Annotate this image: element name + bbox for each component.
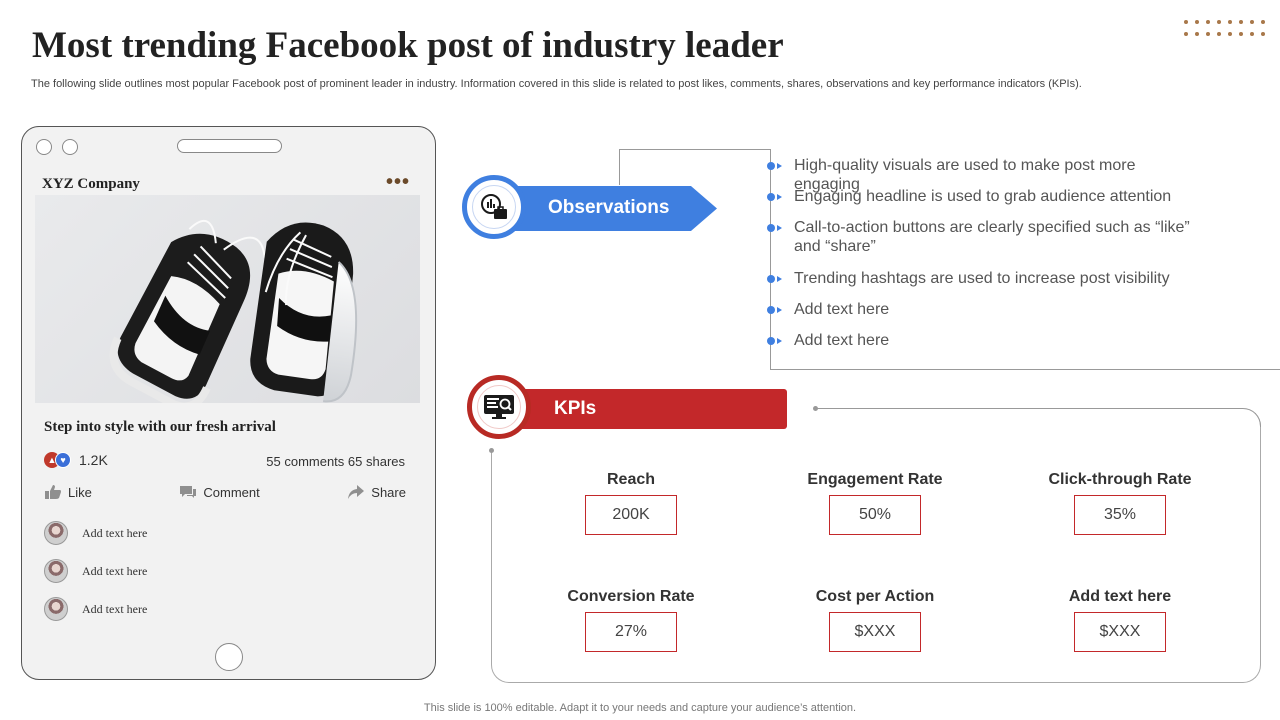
comment-text: Add text here bbox=[82, 601, 148, 616]
kpi-custom: Add text here $XXX bbox=[1020, 588, 1220, 652]
kpi-label: Reach bbox=[606, 471, 656, 488]
observations-title: Observations bbox=[548, 197, 670, 218]
connector-line bbox=[770, 149, 771, 370]
observation-item: Engaging headline is used to grab audien… bbox=[766, 187, 1196, 218]
monitor-search-icon bbox=[484, 395, 514, 419]
like-label: Like bbox=[68, 484, 92, 500]
kpi-value: 27% bbox=[585, 612, 677, 652]
comment-text: Add text here bbox=[82, 563, 148, 578]
kpi-label: Click-through Rate bbox=[1048, 471, 1192, 488]
kpi-click-through-rate: Click-through Rate 35% bbox=[1020, 471, 1220, 535]
home-button[interactable] bbox=[215, 643, 243, 671]
observations-badge bbox=[462, 175, 526, 239]
connector-line bbox=[815, 408, 1243, 409]
footer-note: This slide is 100% editable. Adapt it to… bbox=[423, 702, 857, 714]
comment-label: Comment bbox=[203, 484, 260, 500]
connector-line bbox=[619, 149, 771, 150]
reactions[interactable]: ▲ ♥ 1.2K bbox=[44, 452, 108, 468]
kpi-label: Add text here bbox=[1068, 588, 1172, 605]
observation-item: High-quality visuals are used to make po… bbox=[766, 156, 1196, 193]
connector-dot bbox=[813, 406, 818, 411]
more-dots-icon[interactable]: ••• bbox=[386, 171, 411, 193]
decorative-dots bbox=[1184, 20, 1268, 44]
reaction-count: 1.2K bbox=[79, 452, 108, 468]
kpi-conversion-rate: Conversion Rate 27% bbox=[531, 588, 731, 652]
like-icon bbox=[45, 485, 61, 499]
kpi-label: Engagement Rate bbox=[807, 471, 943, 488]
share-label: Share bbox=[371, 484, 406, 500]
comment-item[interactable]: Add text here bbox=[44, 559, 147, 583]
comment-item[interactable]: Add text here bbox=[44, 521, 147, 545]
kpi-cost-per-action: Cost per Action $XXX bbox=[775, 588, 975, 652]
observation-item: Trending hashtags are used to increase p… bbox=[766, 269, 1196, 300]
comment-icon bbox=[180, 486, 197, 498]
post-stats[interactable]: 55 comments 65 shares bbox=[266, 454, 405, 469]
post-caption: Step into style with our fresh arrival bbox=[44, 419, 276, 435]
kpis-title: KPIs bbox=[554, 398, 597, 419]
share-button[interactable]: Share bbox=[347, 484, 406, 500]
comment-item[interactable]: Add text here bbox=[44, 597, 147, 621]
kpi-value: $XXX bbox=[1074, 612, 1166, 652]
kpi-engagement-rate: Engagement Rate 50% bbox=[775, 471, 975, 535]
connector-line bbox=[619, 149, 620, 185]
post-actions: Like Comment Share bbox=[44, 484, 406, 500]
page-subtitle: The following slide outlines most popula… bbox=[31, 78, 1082, 90]
camera-dot bbox=[62, 139, 78, 155]
avatar bbox=[44, 521, 68, 545]
page-title: Most trending Facebook post of industry … bbox=[32, 25, 784, 66]
sneakers-image bbox=[109, 219, 358, 403]
briefcase-chart-icon bbox=[481, 194, 507, 219]
observation-item: Call-to-action buttons are clearly speci… bbox=[766, 218, 1196, 269]
kpi-value: 50% bbox=[829, 495, 921, 535]
post-company-name: XYZ Company bbox=[42, 176, 140, 192]
kpis-banner bbox=[500, 389, 787, 429]
connector-line bbox=[770, 369, 1280, 370]
kpi-value: $XXX bbox=[829, 612, 921, 652]
avatar bbox=[44, 597, 68, 621]
camera-dot bbox=[36, 139, 52, 155]
observation-item: Add text here bbox=[766, 331, 1196, 362]
kpi-value: 200K bbox=[585, 495, 677, 535]
kpi-value: 35% bbox=[1074, 495, 1166, 535]
kpi-label: Conversion Rate bbox=[567, 588, 695, 605]
observation-item: Add text here bbox=[766, 300, 1196, 331]
kpis-badge bbox=[467, 375, 531, 439]
observations-banner bbox=[500, 186, 717, 231]
kpi-frame bbox=[491, 408, 1261, 683]
connector-dot bbox=[489, 448, 494, 453]
comment-button[interactable]: Comment bbox=[179, 484, 260, 500]
phone-mockup: XYZ Company ••• bbox=[21, 126, 436, 680]
kpi-label: Cost per Action bbox=[815, 588, 935, 605]
connector-line bbox=[1242, 408, 1261, 427]
avatar bbox=[44, 559, 68, 583]
kpi-reach: Reach 200K bbox=[531, 471, 731, 535]
post-image bbox=[35, 195, 420, 403]
heart-icon: ♥ bbox=[55, 452, 71, 468]
share-icon bbox=[348, 485, 365, 499]
comment-text: Add text here bbox=[82, 525, 148, 540]
observations-list: High-quality visuals are used to make po… bbox=[766, 156, 1196, 362]
phone-speaker bbox=[177, 139, 282, 153]
like-button[interactable]: Like bbox=[44, 484, 92, 500]
